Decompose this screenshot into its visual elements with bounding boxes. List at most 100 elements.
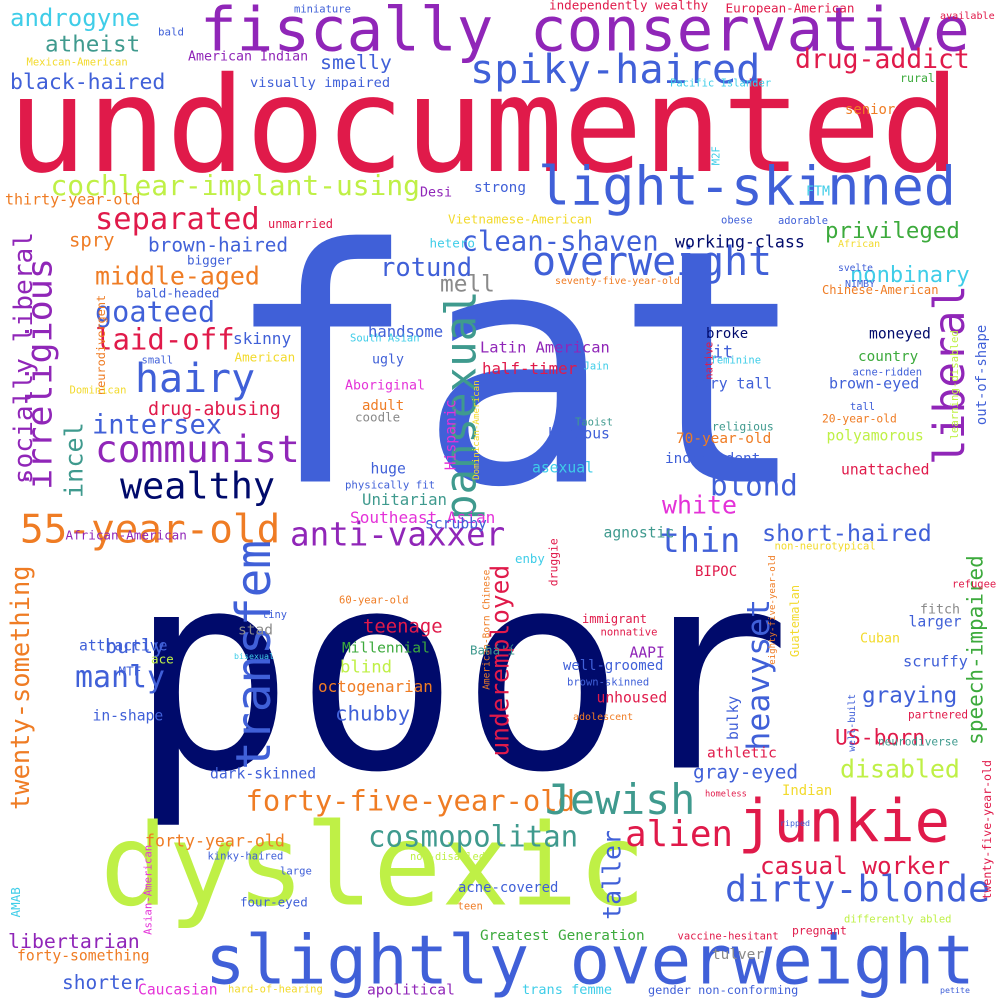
word-aboriginal: Aboriginal [345, 378, 426, 394]
word-agnostic: agnostic [603, 524, 675, 542]
word-adolescent: adolescent [573, 712, 634, 723]
word-communist: communist [95, 427, 300, 471]
word-african: African [838, 239, 881, 250]
word-vaccine-hesitant: vaccine-hesitant [677, 930, 779, 943]
word-half-timer: half-timer [482, 359, 578, 378]
word-alien: alien [625, 814, 734, 855]
word-smelly: smelly [320, 51, 392, 74]
word-fitch: fitch [920, 602, 961, 618]
word-well-built: well-built [847, 693, 859, 752]
word-teenage: teenage [363, 615, 443, 638]
word-hideous: hideous [548, 425, 610, 443]
word-pacific-islander: Pacific Islander [670, 77, 772, 90]
word-dyslexic: dyslexic [100, 799, 647, 932]
word-disabled: disabled [840, 754, 960, 784]
word-gray-eyed: gray-eyed [693, 760, 799, 784]
word-atheist: atheist [45, 31, 141, 58]
word-ripped: ripped [780, 818, 810, 828]
word-octogenarian: octogenarian [318, 677, 433, 696]
word-learning-disabled: learning-disabled [947, 330, 961, 440]
word-hetero: hetero [429, 235, 476, 251]
word-very-tall: very tall [692, 375, 773, 393]
word-tall: tall [850, 401, 876, 413]
word-socially-liberal: socially liberal [9, 231, 40, 485]
word-aapi: AAPI [629, 644, 665, 662]
word-rural: rural [900, 71, 935, 85]
word-70-year-old: 70-year-old [676, 431, 772, 447]
word-bald-headed: bald-headed [136, 285, 220, 301]
word-caucasian: Caucasian [138, 981, 218, 999]
word-latin-american: Latin American [480, 338, 610, 357]
word-greatest-generation: Greatest Generation [480, 928, 645, 944]
word-tiny: tiny [262, 609, 288, 621]
word-seventy-five-year-old: seventy-five-year-old [555, 276, 680, 287]
word-unhoused: unhoused [596, 689, 668, 707]
word-obese: obese [721, 214, 753, 227]
word-large: large [280, 865, 312, 878]
word-kinky-haired: kinky-haired [207, 850, 284, 863]
word-anti-vaxxer: anti-vaxxer [290, 515, 506, 554]
word-strong: strong [474, 180, 526, 196]
word-independent: independent [665, 451, 761, 467]
word-in-shape: in-shape [92, 707, 164, 725]
word-moneyed: moneyed [869, 325, 931, 343]
word-hairy: hairy [135, 356, 256, 402]
word-handsome: handsome [368, 323, 444, 341]
word-chinese-american: Chinese-American [822, 283, 939, 297]
word-taoist: Taoist [575, 416, 613, 429]
word-brown-skinned: brown-skinned [567, 676, 650, 689]
word-homeless: homeless [705, 789, 747, 800]
word-white: white [662, 490, 737, 520]
word-millennial: Millennial [342, 639, 430, 657]
word-american-born-chinese: American-Born Chinese [481, 569, 493, 690]
word-four-eyed: four-eyed [240, 894, 308, 910]
word-south-asian: South Asian [350, 332, 420, 345]
word-enby: enby [515, 551, 545, 566]
word-cochlear-implant-using: cochlear-implant-using [50, 169, 420, 202]
word-neurodiverse: neurodiverse [878, 735, 959, 749]
word-incel: incel [59, 422, 89, 499]
word-scruffy: scruffy [903, 652, 968, 671]
word-bald: bald [158, 25, 185, 39]
word-graying: graying [862, 682, 958, 709]
word-petite: petite [940, 985, 970, 995]
word-american: American [234, 349, 296, 365]
word-hard-of-hearing: hard-of-hearing [228, 983, 323, 996]
word-independently-wealthy: independently wealthy [549, 0, 709, 13]
word-manly: manly [75, 660, 165, 695]
word-skinny: skinny [233, 329, 292, 348]
word-fiscally-conservative: fiscally conservative [200, 0, 970, 66]
word-guatemalan: Guatemalan [788, 584, 803, 658]
word-gender-non-conforming: gender non-conforming [648, 983, 799, 997]
word-nimby: NIMBY [845, 279, 876, 290]
word-twenty-something: twenty-something [5, 565, 36, 810]
word-american-indian: American Indian [188, 49, 309, 65]
word-amab: AMAB [7, 887, 23, 918]
word-broke: broke [706, 326, 749, 342]
word-mtf: MTF [118, 663, 142, 679]
word-pregnant: pregnant [792, 923, 847, 938]
word-rotund: rotund [380, 253, 473, 283]
word-bulky: bulky [724, 695, 742, 740]
word-junkie: junkie [738, 787, 950, 856]
word-us-born: US-born [835, 725, 926, 751]
word-undocumented: undocumented [7, 50, 961, 203]
word-overweight: overweight [532, 239, 773, 285]
word-blind: blind [340, 657, 393, 678]
word-adorable: adorable [778, 215, 829, 227]
word-huge: huge [370, 460, 406, 478]
word-chubby: chubby [335, 701, 411, 726]
word-nonnative: nonnative [600, 626, 658, 639]
word-thirty-year-old: thirty-year-old [5, 190, 141, 209]
word-religious: religious [712, 419, 774, 434]
word-desi: Desi [420, 185, 453, 201]
word-jain: Jain [583, 360, 609, 373]
word-apolitical: apolitical [367, 981, 455, 999]
word-adult: adult [362, 398, 405, 414]
word-drug-abusing: drug-abusing [148, 399, 281, 420]
word-athletic: athletic [707, 745, 777, 762]
word-clean-shaven: clean-shaven [461, 226, 659, 258]
word-well-groomed: well-groomed [563, 658, 664, 674]
word-dominican-american: Dominican-American [471, 380, 483, 480]
